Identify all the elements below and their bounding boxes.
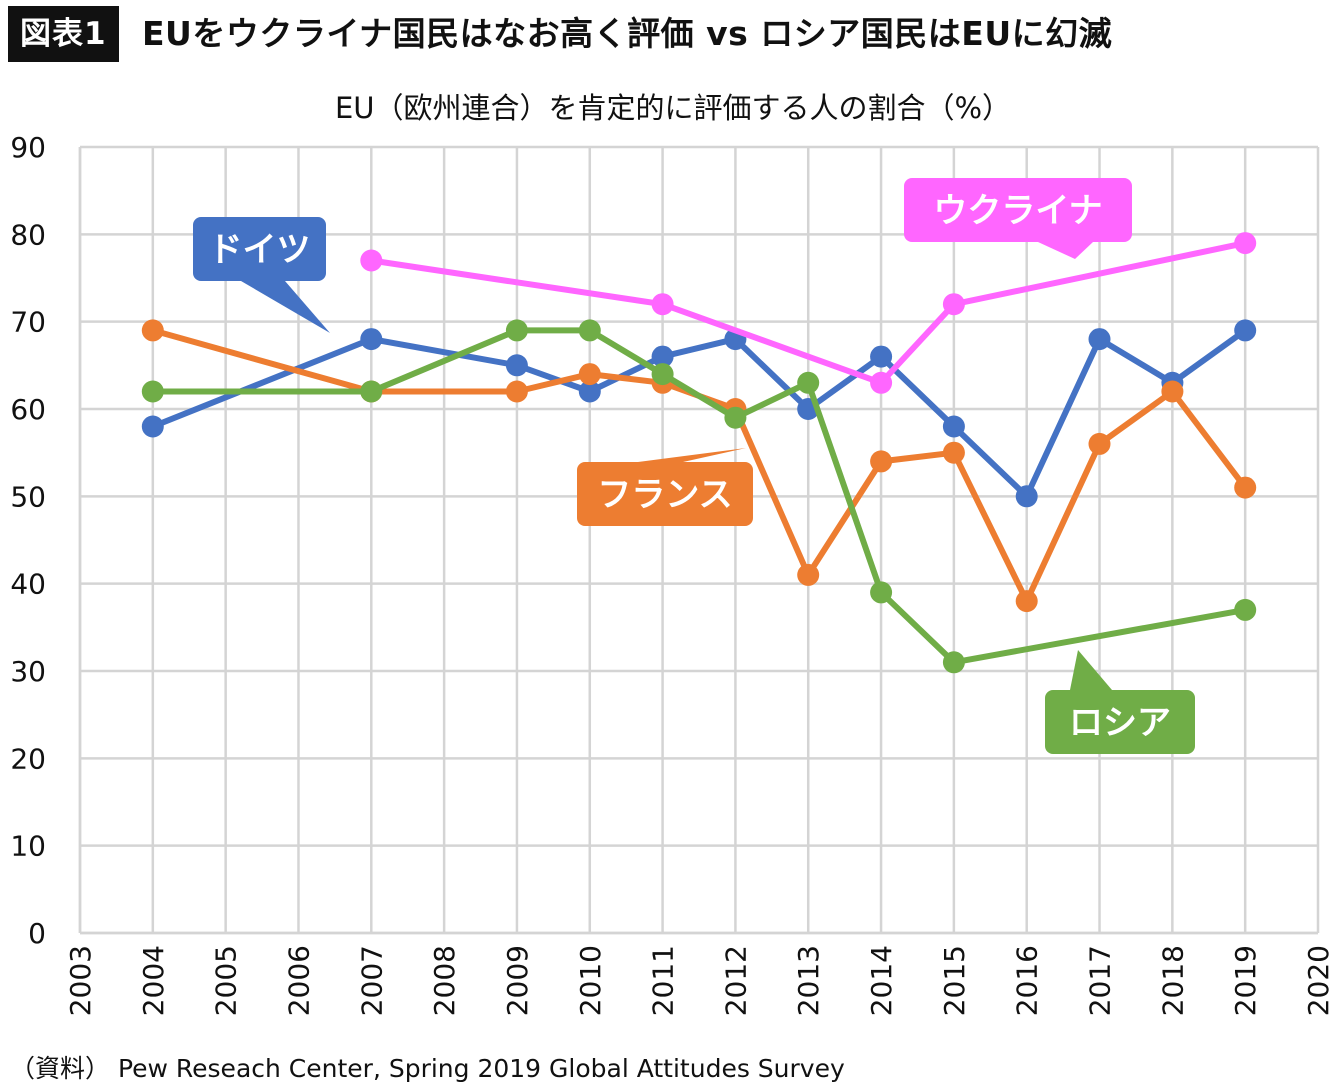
callout-box	[193, 217, 326, 281]
x-tick-label: 2014	[865, 945, 898, 1016]
data-point	[651, 345, 674, 368]
x-tick-label: 2005	[210, 945, 243, 1016]
x-tick-label: 2011	[647, 945, 680, 1016]
y-tick-label: 10	[10, 830, 46, 863]
y-tick-label: 90	[10, 131, 46, 164]
data-point	[942, 293, 965, 316]
callout-3: ロシア	[1045, 650, 1195, 754]
data-point	[651, 293, 674, 316]
data-point	[870, 371, 893, 394]
data-point	[578, 363, 601, 386]
data-point	[1015, 590, 1038, 613]
y-tick-label: 20	[10, 742, 46, 775]
callout-pointer	[1070, 650, 1112, 690]
y-tick-label: 0	[28, 917, 46, 950]
data-point	[651, 363, 674, 386]
data-point	[870, 581, 893, 604]
data-point	[505, 319, 528, 342]
data-point	[360, 249, 383, 272]
x-tick-label: 2019	[1229, 945, 1262, 1016]
series-label: ロシア	[1069, 703, 1171, 743]
data-point	[505, 354, 528, 377]
y-tick-label: 70	[10, 306, 46, 339]
x-tick-label: 2020	[1302, 945, 1335, 1016]
y-tick-label: 50	[10, 480, 46, 513]
x-tick-label: 2006	[282, 945, 315, 1016]
line-chart: EU（欧州連合）を肯定的に評価する人の割合（%） 0 10 20 30 40 50 60 70…	[10, 91, 1335, 1016]
header: 図表1 EUをウクライナ国民はなお高く評価 vs ロシア国民はEUに幻滅	[0, 0, 1340, 70]
x-tick-label: 2003	[64, 945, 97, 1016]
callout-pointer	[241, 281, 330, 333]
data-point	[1088, 328, 1111, 351]
data-point	[870, 450, 893, 473]
x-tick-label: 2013	[792, 945, 825, 1016]
figure-badge: 図表1	[8, 6, 119, 62]
y-tick-label: 30	[10, 655, 46, 688]
series-4	[360, 232, 1257, 394]
series-label: ドイツ	[209, 230, 311, 270]
series-3	[141, 319, 1257, 674]
x-tick-label: 2016	[1011, 945, 1044, 1016]
x-tick-label: 2007	[355, 945, 388, 1016]
data-point	[870, 345, 893, 368]
chart-title: EU（欧州連合）を肯定的に評価する人の割合（%）	[335, 91, 1011, 125]
callout-4: ウクライナ	[904, 178, 1132, 259]
y-tick-label: 80	[10, 218, 46, 251]
x-tick-label: 2018	[1156, 945, 1189, 1016]
source-note: （資料） Pew Reseach Center, Spring 2019 Glo…	[10, 1054, 845, 1083]
callout-box	[1045, 690, 1195, 754]
series-layer	[141, 232, 1257, 674]
chart-title-layer: EU（欧州連合）を肯定的に評価する人の割合（%）	[335, 91, 1011, 125]
x-tick-label: 2008	[428, 945, 461, 1016]
data-point	[1234, 476, 1257, 499]
series-line	[149, 327, 1249, 666]
data-point	[1161, 380, 1184, 403]
axes: 0 10 20 30 40 50 60 70 80 90 2003 2004 2005 2006 2007 2…	[10, 131, 1335, 1016]
data-point	[141, 415, 164, 438]
main-title: EUをウクライナ国民はなお高く評価 vs ロシア国民はEUに幻滅	[142, 14, 1113, 53]
callout-1: ドイツ	[193, 217, 330, 333]
x-tick-label: 2012	[719, 945, 752, 1016]
data-point	[942, 441, 965, 464]
y-tick-label: 60	[10, 393, 46, 426]
callout-pointer	[1038, 242, 1093, 259]
data-point	[141, 319, 164, 342]
y-tick-label: 40	[10, 568, 46, 601]
x-tick-label: 2004	[137, 945, 170, 1016]
x-tick-label: 2015	[938, 945, 971, 1016]
data-point	[797, 563, 820, 586]
callout-2: フランス	[577, 448, 753, 526]
callout-box	[577, 462, 753, 526]
data-point	[505, 380, 528, 403]
data-point	[942, 651, 965, 674]
data-point	[578, 380, 601, 403]
data-point	[1088, 432, 1111, 455]
data-point	[1234, 598, 1257, 621]
x-tick-label: 2017	[1084, 945, 1117, 1016]
data-point	[141, 380, 164, 403]
x-tick-label: 2009	[501, 945, 534, 1016]
data-point	[797, 371, 820, 394]
series-1	[141, 319, 1257, 508]
data-point	[1234, 232, 1257, 255]
data-point	[360, 328, 383, 351]
data-point	[578, 319, 601, 342]
x-tick-label: 2010	[574, 945, 607, 1016]
callout-pointer	[638, 448, 746, 462]
data-point	[1015, 485, 1038, 508]
data-point	[942, 415, 965, 438]
series-label: ウクライナ	[933, 191, 1102, 231]
data-point	[724, 406, 747, 429]
data-point	[360, 380, 383, 403]
callout-box	[904, 178, 1132, 242]
series-label: フランス	[597, 475, 732, 515]
data-point	[1234, 319, 1257, 342]
